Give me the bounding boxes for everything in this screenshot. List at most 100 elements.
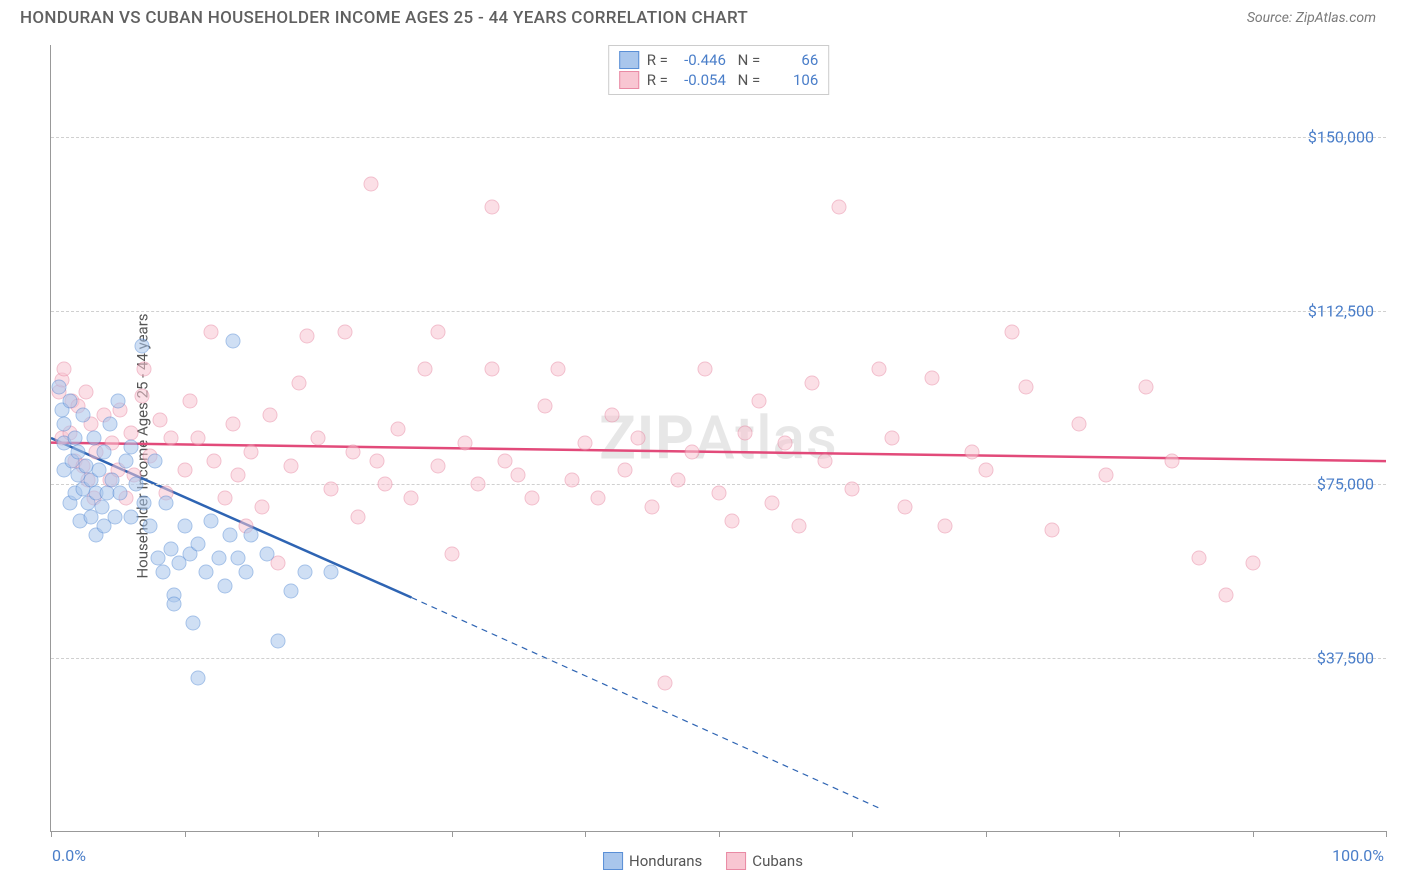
n-value-hondurans: 66 (768, 51, 818, 69)
data-point-cubans (551, 361, 566, 376)
y-tick-label: $112,500 (1308, 301, 1374, 320)
data-point-cubans (524, 491, 539, 506)
x-tick (318, 831, 319, 837)
x-tick (452, 831, 453, 837)
r-label: R = (647, 51, 668, 69)
data-point-hondurans (113, 486, 128, 501)
data-point-cubans (698, 361, 713, 376)
y-tick-label: $37,500 (1317, 648, 1374, 667)
data-point-hondurans (297, 565, 312, 580)
data-point-hondurans (238, 565, 253, 580)
r-value-hondurans: -0.446 (676, 51, 726, 69)
x-tick (585, 831, 586, 837)
legend-row-hondurans: R = -0.446 N = 66 (619, 50, 819, 70)
data-point-cubans (591, 491, 606, 506)
data-point-cubans (818, 454, 833, 469)
data-point-cubans (300, 329, 315, 344)
data-point-cubans (471, 477, 486, 492)
data-point-hondurans (198, 565, 213, 580)
data-point-cubans (134, 389, 149, 404)
data-point-cubans (1138, 380, 1153, 395)
data-point-cubans (564, 472, 579, 487)
chart-plot-area: ZIPAtlas R = -0.446 N = 66 R = -0.054 N … (50, 45, 1386, 832)
data-point-cubans (57, 361, 72, 376)
data-point-hondurans (97, 444, 112, 459)
data-point-cubans (604, 407, 619, 422)
data-point-hondurans (94, 500, 109, 515)
data-point-cubans (391, 421, 406, 436)
data-point-hondurans (222, 528, 237, 543)
data-point-cubans (1045, 523, 1060, 538)
data-point-cubans (262, 407, 277, 422)
data-point-hondurans (225, 333, 240, 348)
data-point-cubans (831, 199, 846, 214)
data-point-cubans (206, 454, 221, 469)
data-point-hondurans (124, 509, 139, 524)
swatch-cubans (726, 852, 746, 870)
data-point-hondurans (92, 463, 107, 478)
n-label: N = (734, 71, 760, 89)
data-point-cubans (925, 370, 940, 385)
data-point-cubans (244, 444, 259, 459)
series-name-cubans: Cubans (752, 852, 803, 870)
data-point-cubans (1018, 380, 1033, 395)
data-point-cubans (190, 431, 205, 446)
data-point-cubans (284, 458, 299, 473)
data-point-cubans (337, 324, 352, 339)
data-point-hondurans (158, 495, 173, 510)
data-point-cubans (778, 435, 793, 450)
data-point-hondurans (212, 551, 227, 566)
swatch-hondurans (603, 852, 623, 870)
y-tick-label: $150,000 (1308, 128, 1374, 147)
data-point-hondurans (52, 380, 67, 395)
swatch-cubans (619, 71, 639, 89)
data-point-cubans (497, 454, 512, 469)
trend-lines-layer (51, 45, 1386, 831)
data-point-hondurans (108, 509, 123, 524)
n-value-cubans: 106 (768, 71, 818, 89)
r-label: R = (647, 71, 668, 89)
data-point-hondurans (137, 495, 152, 510)
data-point-cubans (684, 444, 699, 459)
data-point-hondurans (230, 551, 245, 566)
data-point-hondurans (142, 518, 157, 533)
data-point-hondurans (284, 583, 299, 598)
data-point-cubans (724, 514, 739, 529)
data-point-cubans (644, 500, 659, 515)
swatch-hondurans (619, 51, 639, 69)
chart-title: HONDURAN VS CUBAN HOUSEHOLDER INCOME AGE… (20, 8, 748, 28)
data-point-cubans (177, 463, 192, 478)
data-point-cubans (1071, 417, 1086, 432)
x-tick (1253, 831, 1254, 837)
data-point-cubans (225, 417, 240, 432)
data-point-hondurans (86, 431, 101, 446)
data-point-cubans (1005, 324, 1020, 339)
data-point-hondurans (217, 578, 232, 593)
data-point-cubans (137, 361, 152, 376)
data-point-cubans (764, 495, 779, 510)
data-point-cubans (658, 676, 673, 691)
data-point-hondurans (190, 671, 205, 686)
x-label-min: 0.0% (52, 846, 86, 865)
data-point-cubans (431, 324, 446, 339)
data-point-hondurans (150, 551, 165, 566)
legend-item-hondurans: Hondurans (603, 852, 702, 870)
legend-item-cubans: Cubans (726, 852, 803, 870)
x-label-max: 100.0% (1332, 846, 1384, 865)
data-point-hondurans (57, 417, 72, 432)
data-point-hondurans (164, 541, 179, 556)
data-point-hondurans (156, 565, 171, 580)
data-point-cubans (164, 431, 179, 446)
source-label: Source: ZipAtlas.com (1247, 10, 1376, 26)
data-point-hondurans (185, 615, 200, 630)
data-point-hondurans (134, 338, 149, 353)
grid-line (51, 137, 1386, 138)
data-point-hondurans (124, 440, 139, 455)
data-point-cubans (444, 546, 459, 561)
x-tick (1119, 831, 1120, 837)
n-label: N = (734, 51, 760, 69)
data-point-cubans (711, 486, 726, 501)
x-tick (719, 831, 720, 837)
data-point-cubans (484, 199, 499, 214)
data-point-hondurans (110, 394, 125, 409)
